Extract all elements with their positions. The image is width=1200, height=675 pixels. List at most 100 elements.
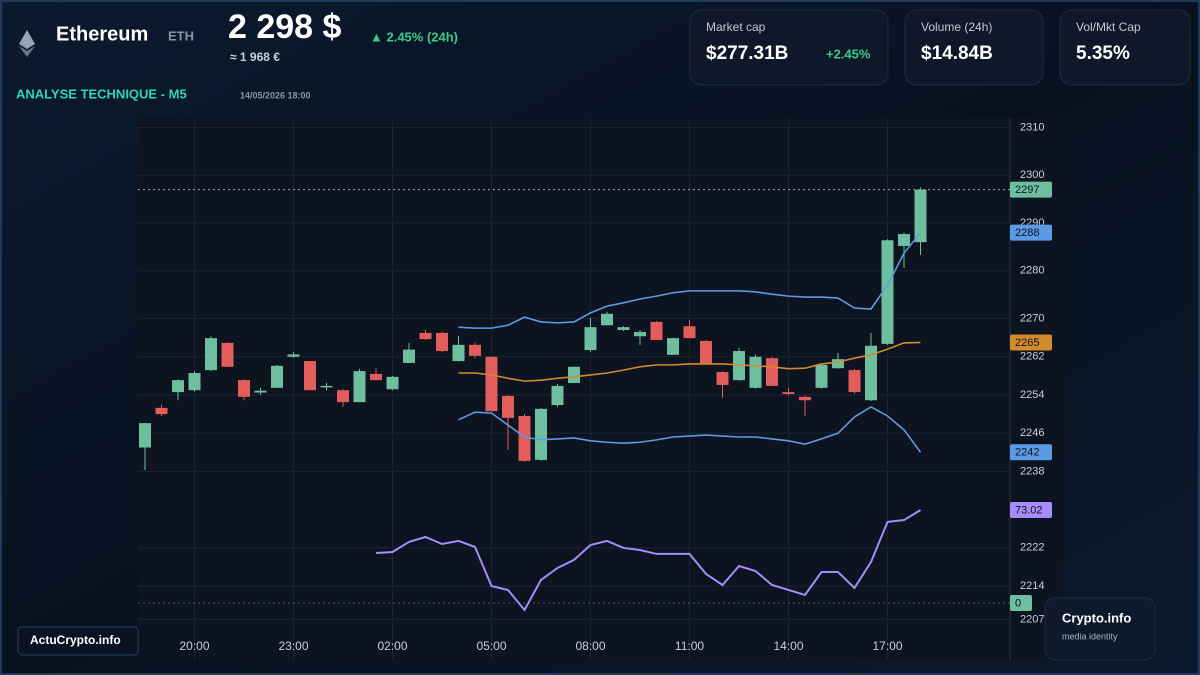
y-tick-label: 2222 <box>1020 542 1044 554</box>
candle-body <box>815 364 828 388</box>
plot: 2207221422222238224622542262227022802290… <box>138 118 1052 660</box>
coin-name: Ethereum <box>56 23 148 45</box>
candle-body <box>370 373 382 381</box>
indicator-badge: 73.02 <box>1015 504 1043 516</box>
stat-value: 5.35% <box>1076 43 1130 64</box>
y-tick-label: 2214 <box>1020 580 1044 592</box>
stat-label: Market cap <box>706 20 766 34</box>
indicator-badge-bg <box>1010 224 1052 241</box>
candle-body <box>551 385 564 405</box>
candle-body <box>634 331 646 337</box>
candle-body <box>700 341 712 364</box>
candle-body <box>254 390 267 393</box>
candle-body <box>898 234 910 246</box>
stat-card <box>904 9 1044 86</box>
candle-body <box>139 423 151 448</box>
brand-box <box>1044 597 1156 661</box>
x-tick-label: 14:00 <box>773 639 803 653</box>
indicator-badge: 2265 <box>1015 337 1039 349</box>
candle-body <box>716 372 729 385</box>
stat-change: +2.45% <box>826 46 871 61</box>
y-tick-label: 2254 <box>1020 389 1044 401</box>
candle-body <box>287 354 300 357</box>
stat-card <box>689 9 889 86</box>
stat-label: Volume (24h) <box>921 20 992 34</box>
y-tick-label: 2300 <box>1020 169 1044 181</box>
x-tick-label: 11:00 <box>675 639 704 653</box>
y-tick-label: 2262 <box>1020 351 1044 363</box>
candle-body <box>304 361 316 391</box>
eth-logo <box>19 30 35 49</box>
candle-body <box>155 407 168 415</box>
x-tick-label: 17:00 <box>872 639 902 653</box>
brand-name: Crypto.info <box>1062 610 1131 625</box>
y2-tick-label: 0 <box>1015 597 1021 609</box>
candle-body <box>205 338 217 371</box>
candle-body <box>403 349 415 363</box>
stat-value: $14.84B <box>921 43 993 64</box>
indicator-badge-bg <box>1010 334 1052 351</box>
price-change: ▲ 2.45% (24h) <box>370 29 458 44</box>
y-tick-label: 2207 <box>1020 613 1044 625</box>
candle-body <box>221 342 234 367</box>
stat-card <box>1059 9 1191 86</box>
y-tick-label: 2246 <box>1020 427 1044 439</box>
candle-body <box>188 373 201 391</box>
indicator-line <box>458 232 922 329</box>
oscillator-line <box>375 509 922 612</box>
candle-body <box>799 396 811 401</box>
y-tick-label: 2270 <box>1020 312 1044 324</box>
x-tick-label: 02:00 <box>377 639 407 653</box>
y-tick-label: 2280 <box>1020 265 1044 277</box>
x-tick-label: 23:00 <box>278 639 308 653</box>
candle-body <box>782 392 795 395</box>
candle-body <box>584 327 597 351</box>
candle-body <box>617 327 630 331</box>
candle-body <box>667 338 679 355</box>
last-price-badge: 2297 <box>1015 184 1039 196</box>
candle-body <box>436 332 448 352</box>
indicator-badge: 2288 <box>1015 227 1039 239</box>
candle-body <box>568 366 580 384</box>
eth-logo-bottom <box>19 46 35 57</box>
y-tick-label: 2238 <box>1020 465 1044 477</box>
brand-tagline: media identity <box>1062 631 1118 641</box>
y-tick-label: 2310 <box>1020 121 1044 133</box>
candle-body <box>832 359 844 369</box>
coin-symbol: ETH <box>168 28 194 43</box>
watermark: ActuCrypto.info <box>30 633 121 647</box>
candle-body <box>502 395 514 418</box>
indicator-badge: 2242 <box>1015 447 1039 459</box>
price: 2 298 $ <box>228 8 342 46</box>
indicator-line <box>458 405 922 453</box>
candle-body <box>518 415 531 461</box>
last-price-badge-bg <box>1010 181 1052 198</box>
section-title: ANALYSE TECHNIQUE - M5 <box>16 86 187 101</box>
timestamp: 14/05/2026 18:00 <box>240 90 311 100</box>
candle-body <box>485 356 498 412</box>
x-tick-label: 20:00 <box>179 639 209 653</box>
candle-body <box>469 344 481 356</box>
candle-body <box>914 189 927 243</box>
candle-body <box>337 390 349 403</box>
candle-body <box>881 240 894 344</box>
candle-body <box>172 380 184 393</box>
candle-body <box>650 321 663 341</box>
candle-body <box>749 356 762 388</box>
indicator-badge-bg <box>1010 444 1052 461</box>
candle-body <box>320 385 333 388</box>
x-tick-label: 05:00 <box>476 639 506 653</box>
chart-panel <box>138 118 1063 660</box>
candle-body <box>848 370 861 393</box>
stat-value: $277.31B <box>706 43 788 64</box>
candle-body <box>271 365 283 388</box>
candle-body <box>535 408 547 460</box>
candle-body <box>386 376 399 390</box>
candle-body <box>766 358 778 386</box>
x-tick-label: 08:00 <box>575 639 605 653</box>
indicator-line <box>458 341 921 382</box>
candle-body <box>353 371 366 403</box>
candle-body <box>865 345 877 401</box>
